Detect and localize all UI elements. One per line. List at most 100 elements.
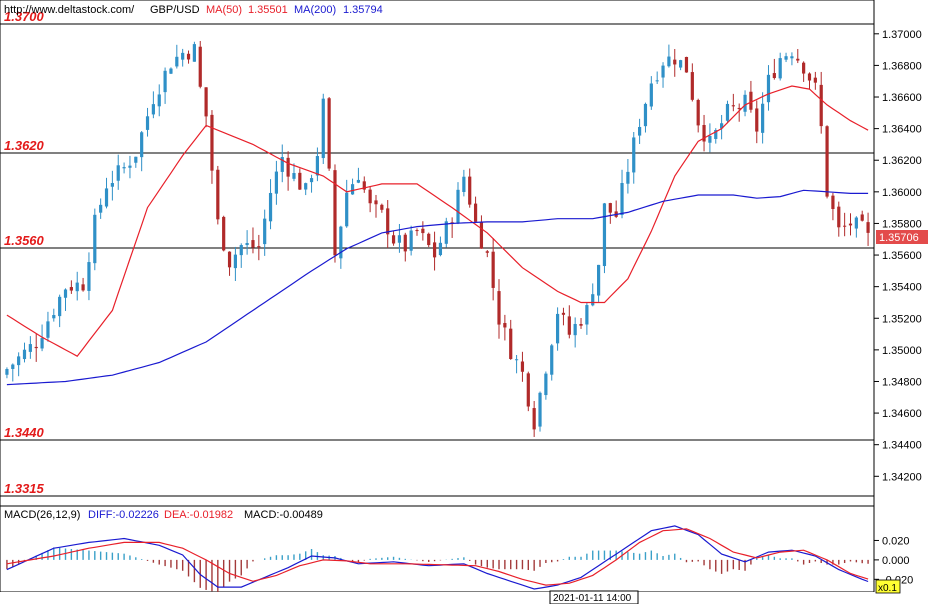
candle-body xyxy=(573,323,577,336)
candle-body xyxy=(87,262,91,291)
candle-body xyxy=(128,165,132,168)
macd-dea-value: DEA:-0.01982 xyxy=(164,509,233,521)
candle-body xyxy=(550,345,554,375)
candle-body xyxy=(315,156,320,176)
candle-body xyxy=(673,59,677,65)
candle-body xyxy=(649,83,653,107)
candle-body xyxy=(473,203,478,222)
price-tick-label: 1.37000 xyxy=(882,29,922,41)
candle-body xyxy=(69,287,73,291)
candle-body xyxy=(362,181,366,190)
candle-body xyxy=(714,130,718,139)
candle-body xyxy=(63,289,68,298)
price-tick-label: 1.35000 xyxy=(882,345,922,357)
candle-body xyxy=(245,243,249,246)
candle-body xyxy=(708,135,712,143)
candle-body xyxy=(667,56,671,67)
price-tick-label: 1.34800 xyxy=(882,376,922,388)
ma200-line xyxy=(6,189,869,386)
candle-body xyxy=(75,282,79,292)
candle-body xyxy=(755,108,759,132)
candle-body xyxy=(263,218,267,245)
source-url[interactable]: http://www.deltastock.com/ xyxy=(4,4,135,16)
candle-body xyxy=(661,65,665,78)
candle-body xyxy=(749,91,753,110)
candle-body xyxy=(860,214,864,221)
candle-body xyxy=(766,74,771,103)
candle-body xyxy=(397,235,402,243)
candle-body xyxy=(690,72,694,100)
candle-body xyxy=(802,62,806,74)
candle-body xyxy=(227,251,232,268)
candle-body xyxy=(169,68,173,74)
candle-body xyxy=(52,315,56,319)
candle-body xyxy=(772,73,776,79)
candle-body xyxy=(538,392,542,427)
candle-body xyxy=(468,176,472,205)
candle-body xyxy=(591,294,595,306)
candle-body xyxy=(145,116,150,130)
candle-body xyxy=(438,242,443,256)
candle-body xyxy=(561,312,566,315)
candle-body xyxy=(11,364,15,369)
candle-body xyxy=(585,305,589,325)
candle-body xyxy=(368,189,372,204)
candle-body xyxy=(5,369,9,375)
candle-body xyxy=(790,56,794,59)
candle-body xyxy=(638,126,642,136)
candle-body xyxy=(485,251,489,253)
candle-body xyxy=(58,296,62,317)
candle-body xyxy=(239,245,243,256)
candle-body xyxy=(374,200,378,205)
candle-body xyxy=(110,183,114,187)
candle-body xyxy=(163,70,167,93)
candle-body xyxy=(602,203,607,267)
candle-body xyxy=(497,291,501,325)
candle-body xyxy=(380,204,384,210)
level-label: 1.3620 xyxy=(4,138,45,153)
candle-body xyxy=(40,338,44,349)
candle-body xyxy=(280,157,284,172)
candle-body xyxy=(819,84,823,127)
candle-body xyxy=(432,242,437,258)
candle-body xyxy=(643,103,648,127)
macd-diff-value: DIFF:-0.02226 xyxy=(88,509,159,521)
candle-body xyxy=(555,313,560,344)
candle-body xyxy=(796,58,800,61)
candle-body xyxy=(304,183,308,190)
candle-body xyxy=(327,98,331,169)
candle-body xyxy=(503,322,507,328)
candle-body xyxy=(28,344,32,352)
candle-body xyxy=(456,189,460,224)
candle-body xyxy=(251,240,255,248)
level-label: 1.3315 xyxy=(4,481,45,496)
candle-body xyxy=(509,328,513,359)
price-axis[interactable]: 1.34200 1.34400 1.34600 1.34800 1.35000 1.352… xyxy=(874,29,922,483)
ma50-value: 1.35501 xyxy=(248,4,288,16)
price-tick-label: 1.36200 xyxy=(882,155,922,167)
candle-body xyxy=(761,103,765,133)
candle-body xyxy=(831,195,835,209)
candle-body xyxy=(843,225,847,227)
price-tick-label: 1.34200 xyxy=(882,471,922,483)
price-tick-label: 1.35400 xyxy=(882,282,922,294)
candle-body xyxy=(743,94,747,112)
candle-body xyxy=(409,230,413,251)
candle-body xyxy=(848,223,853,226)
candle-body xyxy=(386,208,390,235)
candle-body xyxy=(17,356,21,366)
candle-body xyxy=(233,254,237,269)
candle-body xyxy=(462,176,466,192)
candle-body xyxy=(807,73,812,81)
candle-body xyxy=(140,132,144,158)
candle-body xyxy=(532,408,536,430)
candle-body xyxy=(596,264,601,296)
candle-body xyxy=(403,234,407,252)
candle-body xyxy=(93,214,97,264)
symbol-label: GBP/USD xyxy=(150,4,200,16)
price-plot-area[interactable] xyxy=(0,0,875,507)
zoom-badge[interactable] xyxy=(875,579,901,594)
